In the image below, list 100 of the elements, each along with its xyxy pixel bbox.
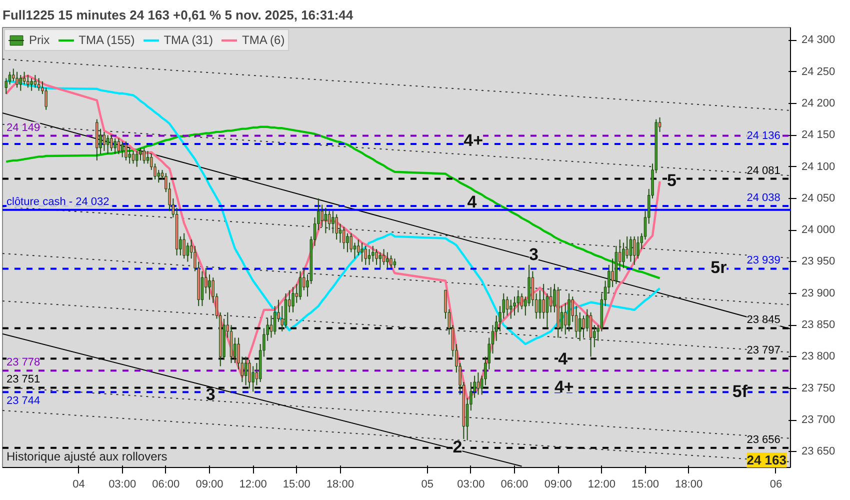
candlestick — [549, 286, 552, 313]
annotation: 4 — [467, 192, 478, 212]
candlestick — [386, 252, 389, 269]
candlestick — [26, 74, 30, 88]
candlestick — [244, 356, 248, 386]
x-tick-label: 15:00 — [282, 478, 310, 490]
candlestick — [324, 207, 328, 234]
y-tick-label: 24 000 — [802, 224, 836, 236]
y-tick-label: 23 800 — [802, 350, 836, 363]
candlestick — [346, 232, 349, 253]
candlestick — [360, 242, 364, 262]
ref-line-label: clôture cash - 24 032 — [6, 196, 110, 208]
y-tick-label: 24 250 — [802, 66, 836, 78]
x-tick-label: 06:00 — [500, 478, 528, 490]
candlestick — [372, 245, 374, 262]
y-tick-label: 23 700 — [802, 414, 836, 426]
candlestick — [589, 312, 592, 358]
ref-line-label: 23 797 — [746, 344, 780, 357]
x-tick-label: 18:00 — [326, 478, 354, 490]
candlestick — [578, 312, 582, 342]
x-tick-label: 15:00 — [631, 478, 660, 490]
candlestick — [636, 236, 640, 260]
candlestick — [142, 147, 146, 164]
candlestick — [382, 248, 386, 266]
candlestick — [182, 232, 186, 260]
candlestick — [332, 210, 334, 234]
y-tick-label: 24 200 — [802, 97, 836, 110]
x-tick-label: 06 — [770, 478, 782, 490]
candlestick — [4, 78, 8, 94]
candlestick — [114, 138, 116, 155]
legend-label: TMA (6) — [242, 33, 285, 47]
ref-line-label: 23 778 — [6, 356, 40, 369]
ref-line-label: 23 751 — [6, 374, 40, 386]
x-tick-label: 06:00 — [152, 478, 180, 490]
annotation: 3 — [529, 245, 539, 264]
annotation: 4+ — [464, 131, 484, 150]
x-tick-label: 09:00 — [544, 478, 572, 490]
annotation: 24 163 — [746, 452, 787, 468]
candlestick — [110, 134, 113, 152]
x-tick-label: 18:00 — [675, 478, 703, 490]
y-tick-label: 24 100 — [802, 160, 836, 173]
x-tick-label: 09:00 — [196, 478, 224, 490]
legend-label: TMA (31) — [164, 33, 214, 47]
candlestick — [124, 140, 128, 161]
candlestick — [135, 150, 138, 168]
candlestick — [520, 292, 524, 310]
candlestick — [542, 283, 545, 320]
y-tick-label: 23 900 — [802, 287, 836, 300]
candlestick — [538, 290, 542, 320]
candlestick — [117, 138, 120, 155]
candlestick — [582, 315, 585, 338]
ref-line-label: 24 136 — [746, 130, 780, 142]
candlestick — [34, 74, 37, 88]
candlestick — [128, 147, 131, 164]
candlestick — [16, 71, 18, 88]
x-tick-label: 03:00 — [457, 478, 485, 490]
candlestick — [270, 315, 273, 338]
candlestick — [626, 236, 628, 260]
candlestick — [510, 299, 512, 320]
ref-line-label: 24 149 — [6, 122, 40, 134]
annotation: 3 — [206, 385, 216, 404]
annotation: Historique ajusté aux rollovers — [6, 450, 168, 464]
ref-line-label: 24 081 — [746, 164, 780, 177]
candlestick — [208, 274, 211, 300]
candlestick — [292, 286, 294, 313]
candlestick — [390, 254, 392, 269]
ref-line-label: 23 656 — [746, 434, 780, 446]
y-tick-label: 24 050 — [802, 192, 836, 204]
candlestick — [335, 214, 338, 240]
candlestick — [186, 242, 190, 262]
candlestick — [8, 71, 12, 85]
x-tick-label: 12:00 — [239, 478, 267, 490]
candlestick — [120, 140, 124, 158]
candlestick — [102, 131, 106, 152]
candlestick — [506, 296, 509, 316]
candlestick — [200, 270, 204, 307]
candlestick — [516, 290, 520, 313]
y-tick-label: 24 150 — [802, 129, 836, 142]
annotation: 5r — [710, 258, 728, 277]
x-tick-label: 12:00 — [588, 478, 616, 490]
candlestick — [298, 270, 302, 300]
candlestick — [106, 134, 110, 155]
y-tick-label: 23 750 — [802, 382, 836, 394]
candlestick — [375, 248, 378, 266]
candlestick — [157, 169, 160, 184]
x-tick-label: 03:00 — [108, 478, 136, 490]
ref-line-label: 23 744 — [6, 395, 40, 408]
candlestick — [364, 245, 368, 266]
legend-label: Prix — [29, 33, 50, 47]
y-tick-label: 23 650 — [802, 446, 836, 458]
annotation: 5f — [732, 382, 748, 402]
candlestick — [252, 366, 254, 392]
ref-line-label: 24 038 — [746, 192, 780, 204]
candlestick — [378, 252, 382, 269]
annotation: 2 — [452, 438, 462, 457]
y-tick-label: 24 300 — [802, 34, 836, 46]
ref-line-label: 23 845 — [746, 314, 780, 326]
candlestick — [564, 302, 567, 336]
candlestick — [146, 150, 150, 164]
y-tick-label: 23 850 — [802, 319, 836, 332]
